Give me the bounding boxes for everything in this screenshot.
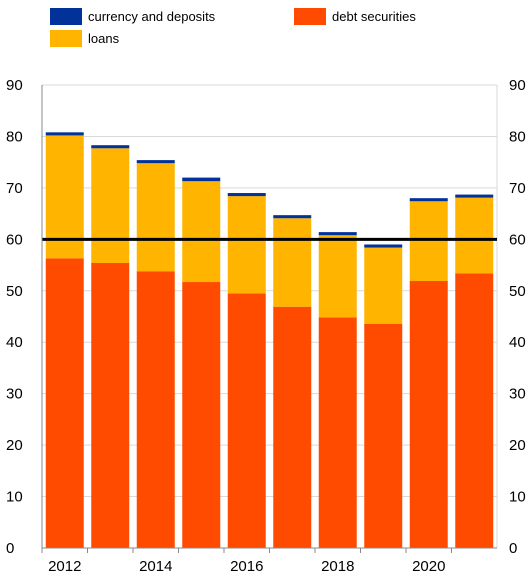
y-tick-label-left: 20 bbox=[6, 437, 23, 454]
y-tick-label-left: 80 bbox=[6, 128, 23, 145]
bar-segment bbox=[273, 215, 312, 219]
y-tick-label-right: 40 bbox=[509, 334, 526, 351]
bar-segment bbox=[455, 197, 494, 274]
bar-segment bbox=[318, 232, 357, 236]
bar-segment bbox=[364, 247, 403, 324]
y-tick-label-left: 40 bbox=[6, 334, 23, 351]
bar-segment bbox=[227, 293, 266, 548]
y-tick-label-right: 80 bbox=[509, 128, 526, 145]
bar-segment bbox=[182, 177, 221, 182]
bar-segment bbox=[45, 132, 84, 136]
x-tick-label: 2012 bbox=[48, 558, 81, 575]
y-tick-label-right: 90 bbox=[509, 77, 526, 94]
y-tick-label-right: 60 bbox=[509, 231, 526, 248]
y-tick-label-left: 10 bbox=[6, 489, 23, 506]
bar-segment bbox=[182, 282, 221, 548]
bar-segment bbox=[409, 198, 448, 202]
bar-segment bbox=[227, 193, 266, 197]
y-tick-label-right: 50 bbox=[509, 283, 526, 300]
legend: currency and deposits debt securities loan… bbox=[50, 8, 416, 47]
x-tick-label: 2018 bbox=[321, 558, 354, 575]
bars bbox=[45, 132, 494, 548]
legend-swatch bbox=[294, 8, 326, 25]
bar-segment bbox=[409, 201, 448, 282]
legend-label: loans bbox=[88, 31, 120, 46]
y-tick-label-left: 30 bbox=[6, 386, 23, 403]
bar-segment bbox=[136, 271, 175, 548]
bar-segment bbox=[273, 218, 312, 307]
bar-segment bbox=[364, 323, 403, 548]
y-tick-label-right: 70 bbox=[509, 180, 526, 197]
y-tick-label-right: 0 bbox=[509, 540, 517, 557]
bar-segment bbox=[182, 181, 221, 283]
bar-segment bbox=[136, 160, 175, 164]
y-tick-label-right: 20 bbox=[509, 437, 526, 454]
y-tick-label-right: 30 bbox=[509, 386, 526, 403]
legend-label: debt securities bbox=[332, 9, 416, 24]
bar-segment bbox=[318, 317, 357, 548]
bar-segment bbox=[91, 145, 130, 149]
y-tick-label-left: 90 bbox=[6, 77, 23, 94]
y-tick-label-left: 60 bbox=[6, 231, 23, 248]
bar-segment bbox=[455, 194, 494, 198]
bar-segment bbox=[409, 281, 448, 548]
legend-swatch bbox=[50, 30, 82, 47]
y-tick-label-left: 0 bbox=[6, 540, 14, 557]
bar-segment bbox=[318, 235, 357, 318]
bar-segment bbox=[227, 196, 266, 294]
y-tick-label-left: 50 bbox=[6, 283, 23, 300]
bar-segment bbox=[273, 306, 312, 548]
bar-segment bbox=[45, 258, 84, 548]
y-tick-label-left: 70 bbox=[6, 180, 23, 197]
x-tick-label: 2016 bbox=[230, 558, 263, 575]
bar-segment bbox=[455, 273, 494, 548]
legend-label: currency and deposits bbox=[88, 9, 216, 24]
bar-segment bbox=[91, 148, 130, 263]
x-tick-label: 2014 bbox=[139, 558, 172, 575]
y-tick-label-right: 10 bbox=[509, 489, 526, 506]
bar-segment bbox=[136, 163, 175, 272]
x-tick-label: 2020 bbox=[412, 558, 445, 575]
bar-segment bbox=[364, 244, 403, 248]
legend-swatch bbox=[50, 8, 82, 25]
bar-segment bbox=[91, 262, 130, 548]
